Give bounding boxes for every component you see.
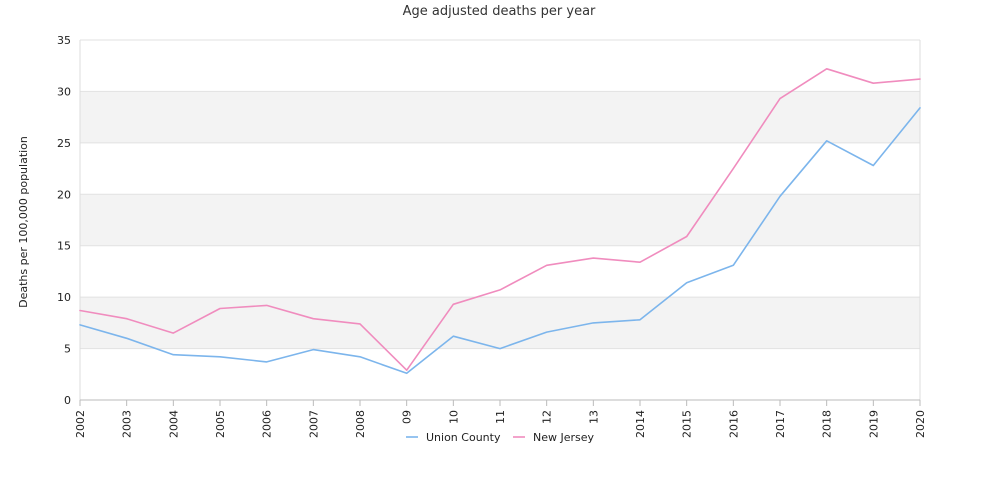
x-tick-label: 2016 bbox=[727, 410, 740, 438]
series-lines bbox=[79, 68, 921, 375]
y-tick-label: 5 bbox=[64, 343, 71, 356]
y-axis-label: Deaths per 100,000 population bbox=[17, 136, 30, 308]
legend-label: New Jersey bbox=[533, 431, 595, 444]
y-tick-label: 10 bbox=[57, 291, 71, 304]
y-tick-labels: 0 5 10 15 20 25 30 35 bbox=[57, 34, 71, 407]
x-tick-label: 10 bbox=[447, 410, 460, 424]
x-tick-label: 11 bbox=[494, 410, 507, 424]
grid-lines bbox=[80, 39, 920, 401]
x-tick-label: 2004 bbox=[167, 410, 180, 438]
x-tick-label: 2018 bbox=[821, 410, 834, 438]
plot-band bbox=[80, 297, 920, 349]
y-tick-label: 25 bbox=[57, 137, 71, 150]
plot-band bbox=[80, 194, 920, 246]
x-tick-label: 2015 bbox=[681, 410, 694, 438]
x-tick-label: 2003 bbox=[121, 410, 134, 438]
x-tick-label: 2019 bbox=[867, 410, 880, 438]
x-tick-label: 2017 bbox=[774, 410, 787, 438]
plot-band bbox=[80, 91, 920, 143]
x-tick-label: 2014 bbox=[634, 410, 647, 438]
x-tick-labels: 2002 2003 2004 2005 2006 2007 2008 09 10 11 12 13 20… bbox=[74, 410, 927, 438]
y-tick-label: 20 bbox=[57, 188, 71, 201]
chart-title: Age adjusted deaths per year bbox=[403, 4, 596, 19]
series-line-new-jersey[interactable] bbox=[79, 68, 921, 372]
x-tick-label: 12 bbox=[541, 410, 554, 424]
x-tick-label: 2006 bbox=[261, 410, 274, 438]
legend-label: Union County bbox=[426, 431, 501, 444]
legend-item-union-county[interactable]: Union County bbox=[406, 431, 501, 444]
y-tick-label: 0 bbox=[64, 394, 71, 407]
y-tick-label: 30 bbox=[57, 85, 71, 98]
plot-bands bbox=[80, 91, 920, 349]
x-tick-label: 13 bbox=[587, 410, 600, 424]
x-tick-label: 2002 bbox=[74, 410, 87, 438]
y-tick-label: 15 bbox=[57, 240, 71, 253]
x-tick-label: 2005 bbox=[214, 410, 227, 438]
series-line-union-county[interactable] bbox=[79, 107, 921, 375]
y-tick-label: 35 bbox=[57, 34, 71, 47]
legend-item-new-jersey[interactable]: New Jersey bbox=[513, 431, 595, 444]
x-tick-label: 2020 bbox=[914, 410, 927, 438]
x-tick-label: 2007 bbox=[307, 410, 320, 438]
axes bbox=[79, 40, 921, 406]
legend[interactable]: Union County New Jersey bbox=[406, 431, 595, 444]
x-tick-label: 2008 bbox=[354, 410, 367, 438]
x-tick-label: 09 bbox=[401, 410, 414, 424]
